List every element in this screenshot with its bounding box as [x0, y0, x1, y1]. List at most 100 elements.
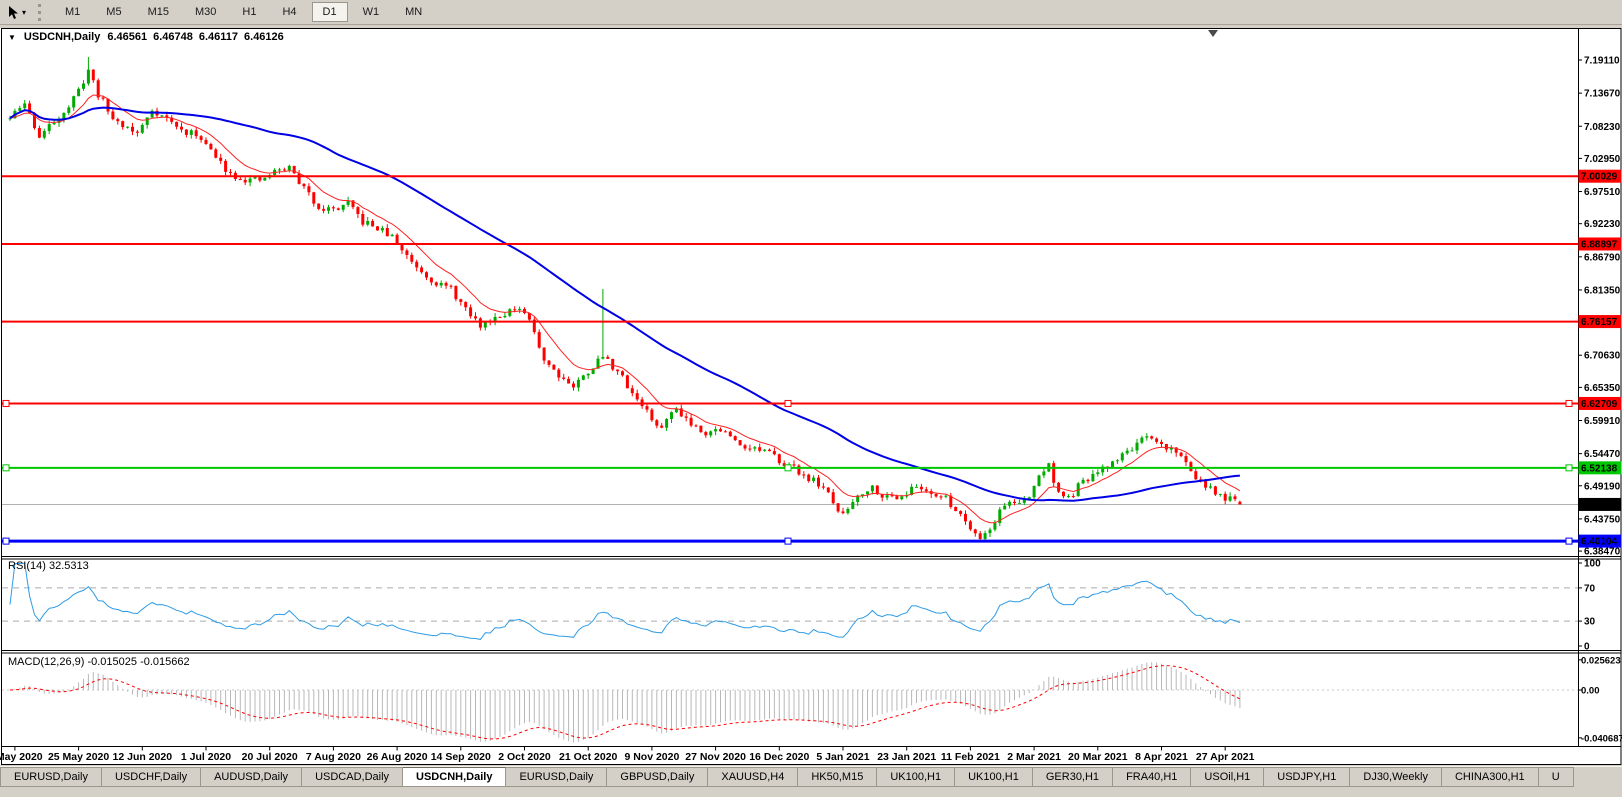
price-scale[interactable]: 7.19110 7.13670 7.08230 7.02950 6.97510 6.922… — [1578, 55, 1622, 558]
svg-text:6 May 2020: 6 May 2020 — [0, 751, 43, 763]
hline-handle[interactable] — [784, 399, 792, 407]
chart-symbol-label: USDCNH,Daily — [23, 31, 101, 43]
chart-tab-uk100-h1[interactable]: UK100,H1 — [955, 767, 1033, 787]
chart-tab-usdjpy-h1[interactable]: USDJPY,H1 — [1264, 767, 1351, 787]
svg-text:70: 70 — [1584, 583, 1596, 594]
chart-tab-hk50-m15[interactable]: HK50,M15 — [798, 767, 878, 787]
svg-text:6.62709: 6.62709 — [1581, 399, 1618, 410]
timeframe-button-m1[interactable]: M1 — [65, 6, 81, 18]
svg-text:6.81350: 6.81350 — [1584, 285, 1621, 296]
svg-text:6.97510: 6.97510 — [1584, 187, 1621, 198]
svg-text:6.54470: 6.54470 — [1584, 449, 1621, 460]
toolbar-gripper[interactable] — [38, 3, 42, 21]
chart-tab-usdchf-daily[interactable]: USDCHF,Daily — [101, 767, 202, 787]
current-price-scale-label — [1578, 497, 1622, 511]
svg-text:0.025623: 0.025623 — [1581, 655, 1621, 666]
svg-text:7.00029: 7.00029 — [1581, 172, 1618, 183]
chart-title: ▼ USDCNH,Daily 6.46561 6.46748 6.46117 6… — [8, 31, 284, 43]
svg-text:6.92230: 6.92230 — [1584, 219, 1621, 230]
chart-tab-eurusd-daily[interactable]: EURUSD,Daily — [506, 767, 608, 787]
chart-shift-marker[interactable] — [1208, 30, 1218, 37]
ma-fast-line[interactable] — [9, 94, 1241, 524]
collapse-indicator-icon[interactable]: ▼ — [8, 32, 16, 42]
ohlc-high: 6.46748 — [153, 31, 193, 43]
timeframe-button-mn[interactable]: MN — [405, 6, 423, 18]
macd-indicator-label: MACD(12,26,9) -0.015025 -0.015662 — [8, 656, 190, 668]
scale-label-6.40104 — [1578, 534, 1622, 548]
chart-ohlc: 6.46561 6.46748 6.46117 6.46126 — [107, 31, 283, 43]
svg-text:6.40104: 6.40104 — [1581, 537, 1618, 548]
svg-text:0: 0 — [1584, 642, 1590, 653]
svg-text:30: 30 — [1584, 617, 1596, 628]
time-scale[interactable]: 6 May 2020 25 May 2020 12 Jun 2020 1 Jul 20… — [0, 746, 1255, 764]
timeframe-button-h1[interactable]: H1 — [242, 6, 257, 18]
svg-text:6.65350: 6.65350 — [1584, 383, 1621, 394]
ohlc-open: 6.46561 — [107, 31, 148, 43]
svg-text:6.88897: 6.88897 — [1581, 239, 1618, 250]
timeframe-button-m15[interactable]: M15 — [147, 6, 169, 18]
scale-label-6.62709 — [1578, 396, 1622, 410]
chart-tab-uk100-h1[interactable]: UK100,H1 — [877, 767, 956, 787]
chevron-down-icon[interactable]: ▾ — [22, 7, 27, 17]
svg-text:21 Oct 2020: 21 Oct 2020 — [559, 751, 618, 763]
hline-handle[interactable] — [2, 399, 10, 407]
svg-text:9 Nov 2020: 9 Nov 2020 — [624, 751, 679, 763]
svg-text:6.38470: 6.38470 — [1584, 547, 1621, 558]
svg-text:7 Aug 2020: 7 Aug 2020 — [306, 751, 361, 763]
svg-text:27 Apr 2021: 27 Apr 2021 — [1196, 751, 1255, 763]
chart-tab-dj30-weekly[interactable]: DJ30,Weekly — [1350, 767, 1442, 787]
chart-tab-bar: EURUSD,Daily USDCHF,Daily AUDUSD,Daily USDC… — [0, 766, 1622, 787]
chart-plot-area[interactable] — [2, 29, 1578, 746]
timeframe-button-h4[interactable]: H4 — [282, 6, 297, 18]
svg-text:23 Jan 2021: 23 Jan 2021 — [877, 751, 936, 763]
rsi-indicator-label: RSI(14) 32.5313 — [8, 560, 89, 572]
chart-tab-ger30-h1[interactable]: GER30,H1 — [1032, 767, 1114, 787]
svg-text:26 Aug 2020: 26 Aug 2020 — [367, 751, 428, 763]
svg-text:-0.040687: -0.040687 — [1581, 733, 1622, 744]
macd-scale[interactable]: 0.025623 0.00 -0.040687 — [1578, 655, 1622, 744]
svg-text:20 Mar 2021: 20 Mar 2021 — [1068, 751, 1128, 763]
level-lines — [2, 175, 1578, 545]
svg-text:6.59910: 6.59910 — [1584, 416, 1621, 427]
svg-text:0.00: 0.00 — [1581, 686, 1600, 697]
svg-text:25 May 2020: 25 May 2020 — [48, 751, 109, 763]
chart-tab-china300-h1[interactable]: CHINA300,H1 — [1441, 767, 1539, 787]
timeframe-button-m30[interactable]: M30 — [194, 6, 217, 18]
chart-tab-u[interactable]: U — [1538, 767, 1574, 787]
svg-text:16 Dec 2020: 16 Dec 2020 — [749, 751, 809, 763]
svg-text:7.08230: 7.08230 — [1584, 122, 1621, 133]
rsi-scale[interactable]: 100 70 30 0 — [1578, 559, 1601, 653]
cursor-tool-button[interactable]: ▾ — [3, 2, 30, 23]
svg-text:6.70630: 6.70630 — [1584, 351, 1621, 362]
chart-tab-usdcad-daily[interactable]: USDCAD,Daily — [302, 767, 404, 787]
svg-text:27 Nov 2020: 27 Nov 2020 — [685, 751, 746, 763]
chart-tab-audusd-daily[interactable]: AUDUSD,Daily — [201, 767, 303, 787]
cursor-icon — [9, 5, 18, 19]
chart-tab-xauusd-h4[interactable]: XAUUSD,H4 — [708, 767, 799, 787]
macd-signal-line — [9, 665, 1241, 740]
svg-text:6.52138: 6.52138 — [1581, 463, 1618, 474]
hline-handle[interactable] — [1565, 464, 1573, 472]
hline-handle[interactable] — [2, 537, 10, 545]
chart-tab-usoil-h1[interactable]: USOil,H1 — [1191, 767, 1265, 787]
svg-text:2 Mar 2021: 2 Mar 2021 — [1007, 751, 1061, 763]
hline-handle[interactable] — [1565, 537, 1573, 545]
hline-handle[interactable] — [784, 464, 792, 472]
hline-handle[interactable] — [1565, 399, 1573, 407]
svg-text:6.43750: 6.43750 — [1584, 514, 1621, 525]
timeframe-button-d1[interactable]: D1 — [311, 2, 348, 22]
chart-tab-fra40-h1[interactable]: FRA40,H1 — [1113, 767, 1192, 787]
hline-handle[interactable] — [784, 537, 792, 545]
svg-text:6.86790: 6.86790 — [1584, 252, 1621, 263]
chart-tab-usdcnh-daily[interactable]: USDCNH,Daily — [403, 767, 507, 787]
timeframe-buttons: M1 M5 M15 M30 H1 H4 D1 W1 MN — [52, 2, 435, 22]
hline-handle[interactable] — [2, 464, 10, 472]
chart-tab-eurusd-daily[interactable]: EURUSD,Daily — [0, 767, 102, 787]
svg-text:6.46126: 6.46126 — [1581, 500, 1618, 511]
ohlc-low: 6.46117 — [198, 31, 239, 43]
chart-tab-gbpusd-daily[interactable]: GBPUSD,Daily — [607, 767, 709, 787]
scale-label-7.00029 — [1578, 169, 1622, 183]
timeframe-button-w1[interactable]: W1 — [362, 6, 380, 18]
timeframe-button-m5[interactable]: M5 — [106, 6, 122, 18]
